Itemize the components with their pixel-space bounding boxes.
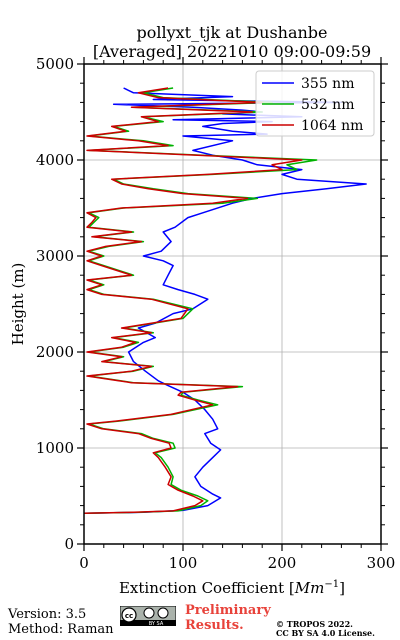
y-tick-label: 3000 [36, 247, 74, 265]
series-layer [84, 87, 367, 515]
y-tick-label: 0 [64, 535, 74, 553]
chart-title-line2: [Averaged] 20221010 09:00-09:59 [93, 42, 371, 61]
x-tick-label: 300 [367, 554, 396, 572]
x-axis-label: Extinction Coefficient [Mm−1] [119, 579, 345, 597]
preliminary-line2: Results. [185, 618, 244, 633]
copyright-line2: CC BY SA 4.0 License. [276, 628, 375, 638]
copyright-note: © TROPOS 2022. CC BY SA 4.0 License. [276, 620, 375, 638]
y-tick-label: 5000 [36, 55, 74, 73]
legend-label: 532 nm [301, 97, 354, 113]
y-tick-label: 1000 [36, 439, 74, 457]
y-tick-label: 2000 [36, 343, 74, 361]
copyright-line1: © TROPOS 2022. [276, 619, 353, 629]
method-label: Method: Raman [8, 622, 114, 637]
legend-box [255, 70, 375, 137]
chart-title-line1: pollyxt_tjk at Dushanbe [136, 23, 327, 42]
cc-by-sa-license-badge: cc BY SA [120, 606, 176, 626]
x-tick-label: 0 [79, 554, 89, 572]
y-axis-label: Height (m) [9, 263, 27, 346]
version-label: Version: 3.5 [8, 607, 87, 622]
x-tick-label: 100 [169, 554, 198, 572]
axis-ticks [77, 57, 388, 551]
svg-text:cc: cc [125, 612, 133, 620]
legend-label: 355 nm [301, 76, 354, 92]
preliminary-results-note: Preliminary Results. [185, 603, 271, 633]
preliminary-line1: Preliminary [185, 603, 271, 618]
legend: 355 nm 532 nm 1064 nm [255, 70, 375, 137]
legend-label: 1064 nm [301, 118, 363, 134]
svg-text:BY SA: BY SA [149, 621, 164, 626]
x-tick-label: 200 [268, 554, 297, 572]
y-tick-label: 4000 [36, 151, 74, 169]
plot-frame [83, 63, 382, 545]
series-line-1064-nm [84, 87, 303, 515]
